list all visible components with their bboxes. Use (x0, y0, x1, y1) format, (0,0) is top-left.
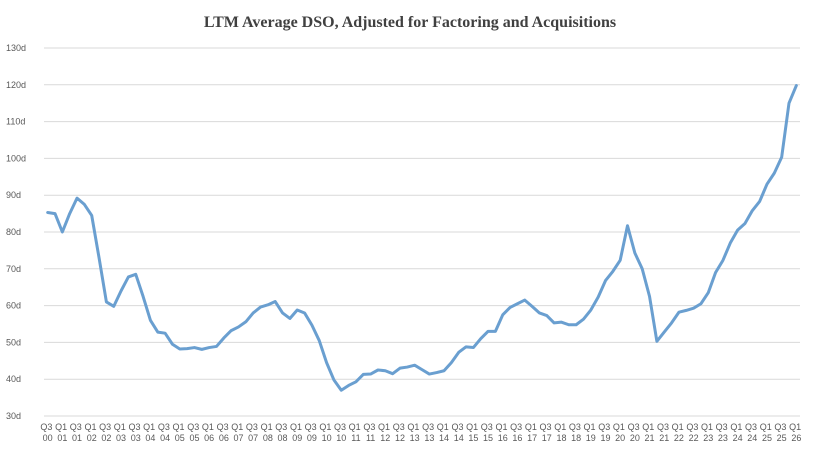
x-tick-label: Q1 13 (407, 422, 422, 443)
y-tick-label: 30d (6, 411, 21, 421)
x-tick-label: Q3 19 (598, 422, 613, 443)
x-tick-label: Q1 20 (613, 422, 628, 443)
x-tick-label: Q3 25 (774, 422, 789, 443)
x-tick-label: Q3 24 (745, 422, 760, 443)
x-tick-label: Q1 16 (495, 422, 510, 443)
x-tick-label: Q1 03 (114, 422, 129, 443)
x-tick-label: Q3 09 (305, 422, 320, 443)
y-tick-label: 60d (6, 301, 21, 311)
y-tick-label: 40d (6, 374, 21, 384)
data-line (46, 84, 798, 392)
x-tick-label: Q3 07 (246, 422, 261, 443)
x-tick-label: Q1 19 (584, 422, 599, 443)
x-tick-label: Q1 06 (202, 422, 217, 443)
x-tick-label: Q1 09 (290, 422, 305, 443)
y-tick-label: 70d (6, 264, 21, 274)
y-tick-label: 90d (6, 190, 21, 200)
x-tick-label: Q1 10 (319, 422, 334, 443)
x-tick-label: Q3 15 (481, 422, 496, 443)
x-tick-label: Q1 23 (701, 422, 716, 443)
x-tick-label: Q3 08 (275, 422, 290, 443)
x-tick-label: Q3 14 (451, 422, 466, 443)
x-tick-label: Q3 06 (217, 422, 232, 443)
x-tick-label: Q3 02 (99, 422, 114, 443)
x-tick-label: Q3 00 (40, 422, 55, 443)
x-tick-label: Q3 04 (158, 422, 173, 443)
y-tick-label: 110d (6, 117, 25, 127)
x-tick-label: Q1 22 (672, 422, 687, 443)
x-tick-label: Q1 14 (437, 422, 452, 443)
x-tick-label: Q3 01 (70, 422, 85, 443)
y-tick-label: 50d (6, 337, 21, 347)
x-tick-label: Q1 26 (789, 422, 804, 443)
x-tick-label: Q3 11 (363, 422, 378, 443)
x-tick-label: Q1 15 (466, 422, 481, 443)
x-tick-label: Q3 22 (686, 422, 701, 443)
x-tick-label: Q1 11 (349, 422, 364, 443)
chart-title: LTM Average DSO, Adjusted for Factoring … (204, 14, 616, 31)
x-tick-label: Q3 12 (393, 422, 408, 443)
x-tick-label: Q3 21 (657, 422, 672, 443)
x-tick-label: Q1 24 (730, 422, 745, 443)
y-tick-label: 120d (6, 80, 26, 90)
x-tick-label: Q1 02 (84, 422, 99, 443)
x-tick-label: Q1 25 (760, 422, 775, 443)
x-tick-label: Q3 23 (716, 422, 731, 443)
x-tick-label: Q1 08 (261, 422, 276, 443)
x-tick-label: Q3 05 (187, 422, 202, 443)
x-tick-label: Q1 18 (554, 422, 569, 443)
x-tick-label: Q1 21 (642, 422, 657, 443)
x-tick-label: Q3 20 (628, 422, 643, 443)
x-tick-label: Q3 03 (128, 422, 143, 443)
x-tick-label: Q1 12 (378, 422, 393, 443)
y-tick-label: 130d (6, 43, 26, 53)
x-tick-label: Q3 16 (510, 422, 525, 443)
x-tick-label: Q3 17 (540, 422, 555, 443)
y-tick-label: 80d (6, 227, 21, 237)
x-tick-label: Q3 10 (334, 422, 349, 443)
x-tick-label: Q3 13 (422, 422, 437, 443)
x-tick-label: Q1 05 (173, 422, 188, 443)
x-tick-label: Q1 01 (55, 422, 70, 443)
x-tick-label: Q1 17 (525, 422, 540, 443)
y-tick-label: 100d (6, 153, 26, 163)
x-tick-label: Q1 04 (143, 422, 158, 443)
x-tick-label: Q3 18 (569, 422, 584, 443)
x-tick-label: Q1 07 (231, 422, 246, 443)
